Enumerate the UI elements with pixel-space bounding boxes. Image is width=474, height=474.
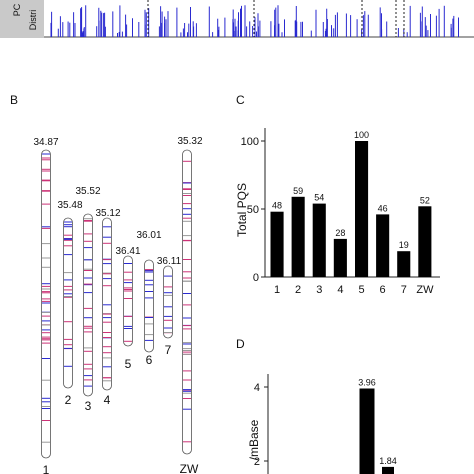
chromosome-7 [163,265,173,339]
bar-value-label: 59 [293,186,303,196]
bar-6 [376,214,390,277]
chromosome-length-label: 36.41 [115,246,140,257]
bar-value-label: 3.96 [358,378,376,388]
bar-3 [312,203,326,277]
panel-a-label-2: Distri [28,10,38,31]
y-tick-label: 4 [254,382,260,394]
bar-7 [397,251,411,277]
panel-c-label: C [236,93,245,107]
x-tick-label: 2 [295,284,301,296]
bar-value-label: 48 [272,201,282,211]
chromosome-length-label: 35.12 [95,208,120,219]
bar-value-label: 54 [314,193,324,203]
y-tick-label: 50 [247,204,259,216]
chromosome-length-label: 36.01 [136,230,161,241]
y-tick-label: 2 [254,456,260,468]
bar-ZW [418,206,432,277]
chromosome-length-label: 34.87 [33,137,58,148]
bar-5 [355,141,369,277]
x-tick-label: ZW [416,284,434,296]
chromosome-name-label: 4 [104,393,111,407]
panel-a-label-1: PC [12,3,22,16]
y-tick-label: 100 [241,136,259,148]
chromosome-name-label: 6 [146,353,153,367]
bar-value-label: 46 [378,203,388,213]
panel-d-chart: /mBase 2 4 3.96 1.84 [247,374,397,474]
bar-value-label: 1.84 [379,456,397,466]
panel-d-label: D [236,337,245,351]
bar-value-label: 19 [399,240,409,250]
chromosome-name-label: 1 [43,463,50,474]
panel-b-chromosomes: 34.87 1 35.48 2 35.52 3 35.12 4 36.41 5 36.01 6 36.1… [33,136,202,474]
chromosome-length-label: 35.32 [177,136,202,147]
panel-c-chart: Total PQS 0 50 100 48 1 59 2 54 3 28 4 100 5 46 6 19 7 52… [235,128,440,296]
chromosome-name-label: 3 [85,399,92,413]
bar-d-1 [382,466,394,474]
bar-value-label: 52 [420,195,430,205]
chromosome-1 [41,149,51,459]
panel-a-label-box [0,0,44,38]
chromosome-5 [123,255,133,347]
x-tick-label: 4 [337,284,343,296]
chromosome-ZW [182,149,192,455]
chromosome-6 [144,259,154,353]
panel-d-ylabel: /mBase [247,419,261,460]
bar-4 [333,238,347,277]
panel-b-label: B [10,93,18,107]
bar-value-label: 100 [354,130,369,140]
bar-value-label: 28 [335,228,345,238]
panel-a-distribution [50,0,459,37]
bar-1 [270,211,284,277]
chromosome-2 [63,217,73,389]
chromosome-name-label: 2 [65,393,72,407]
chromosome-length-label: 35.48 [57,200,82,211]
chromosome-length-label: 36.11 [157,256,182,267]
x-tick-label: 6 [380,284,386,296]
panel-c-ylabel: Total PQS [235,183,249,237]
x-tick-label: 3 [316,284,322,296]
x-tick-label: 5 [358,284,364,296]
chromosome-name-label: ZW [180,462,199,474]
bar-2 [291,196,305,277]
y-tick-label: 0 [253,272,259,284]
chromosome-name-label: 5 [125,357,132,371]
chromosome-length-label: 35.52 [75,186,100,197]
x-tick-label: 7 [401,284,407,296]
x-tick-label: 1 [274,284,280,296]
bar-d-0 [359,388,375,474]
chromosome-name-label: 7 [165,343,172,357]
